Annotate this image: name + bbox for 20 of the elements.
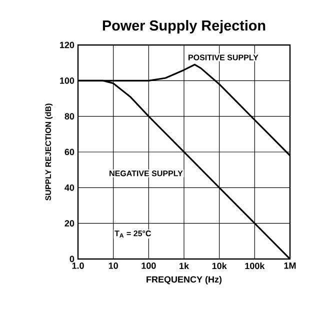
y-tick-label: 0 <box>70 256 74 262</box>
x-tick-label: 10k <box>212 262 227 270</box>
x-tick-label: 1M <box>284 262 296 269</box>
x-tick-label: 100 <box>142 262 156 269</box>
x-tick-label: 10 <box>108 262 118 269</box>
x-tick-label: 100k <box>245 262 265 270</box>
y-tick-label: 100 <box>60 77 74 84</box>
chart-title: Power Supply Rejection <box>102 20 266 34</box>
y-tick-label: 20 <box>64 220 74 227</box>
x-axis-title: FREQUENCY (Hz) <box>146 276 222 284</box>
y-axis-title: SUPPLY REJECTION (dB) <box>45 104 53 200</box>
annotation: T$_{A}$ = 25°C <box>114 230 152 238</box>
y-tick-label: 40 <box>64 184 74 191</box>
series-label: NEGATIVE SUPPLY <box>110 170 183 176</box>
series-label: POSITIVE SUPPLY <box>188 54 258 60</box>
x-tick-label: 1k <box>180 262 190 270</box>
y-tick-label: 80 <box>64 113 74 120</box>
y-tick-label: 60 <box>64 148 74 156</box>
x-tick-label: 1.0 <box>72 262 84 269</box>
y-tick-label: 120 <box>60 42 74 48</box>
